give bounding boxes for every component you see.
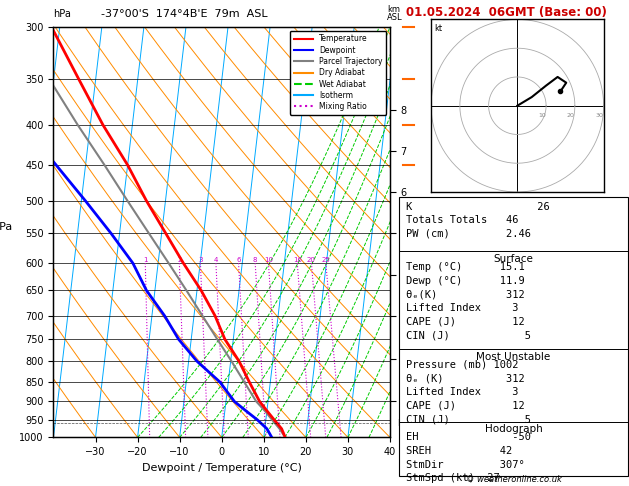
Text: 01.05.2024  06GMT (Base: 00): 01.05.2024 06GMT (Base: 00) — [406, 6, 606, 18]
Text: Surface: Surface — [494, 254, 533, 264]
Text: -37°00'S  174°4B'E  79m  ASL: -37°00'S 174°4B'E 79m ASL — [101, 9, 267, 18]
Text: 3: 3 — [198, 257, 203, 263]
Text: 10: 10 — [264, 257, 273, 263]
Text: K                    26
Totals Totals   46
PW (cm)         2.46: K 26 Totals Totals 46 PW (cm) 2.46 — [406, 202, 550, 239]
Text: kt: kt — [434, 24, 442, 33]
Text: Pressure (mb) 1002
θₑ (K)          312
Lifted Index     3
CAPE (J)         12
CI: Pressure (mb) 1002 θₑ (K) 312 Lifted Ind… — [406, 360, 531, 424]
Text: 10: 10 — [538, 113, 546, 118]
Text: Temp (°C)      15.1
Dewp (°C)      11.9
θₑ(K)           312
Lifted Index     3
C: Temp (°C) 15.1 Dewp (°C) 11.9 θₑ(K) 312 … — [406, 262, 531, 340]
Text: 30: 30 — [596, 113, 603, 118]
Text: Most Unstable: Most Unstable — [476, 351, 551, 362]
Text: 20: 20 — [567, 113, 574, 118]
Text: 6: 6 — [237, 257, 241, 263]
Text: 2: 2 — [177, 257, 182, 263]
Text: 8: 8 — [253, 257, 257, 263]
Text: 25: 25 — [321, 257, 330, 263]
Text: 4: 4 — [214, 257, 218, 263]
Text: 1: 1 — [143, 257, 148, 263]
X-axis label: Dewpoint / Temperature (°C): Dewpoint / Temperature (°C) — [142, 463, 302, 473]
Text: 16: 16 — [292, 257, 302, 263]
Text: © weatheronline.co.uk: © weatheronline.co.uk — [465, 474, 562, 484]
Text: LCL: LCL — [397, 419, 412, 428]
Text: km
ASL: km ASL — [387, 5, 403, 22]
Text: 20: 20 — [307, 257, 316, 263]
Text: Hodograph: Hodograph — [485, 424, 542, 434]
Legend: Temperature, Dewpoint, Parcel Trajectory, Dry Adiabat, Wet Adiabat, Isotherm, Mi: Temperature, Dewpoint, Parcel Trajectory… — [290, 31, 386, 115]
Y-axis label: hPa: hPa — [0, 222, 13, 232]
Text: EH               -50
SREH           42
StmDir         307°
StmSpd (kt)  27: EH -50 SREH 42 StmDir 307° StmSpd (kt) 2… — [406, 433, 531, 483]
Y-axis label: km
ASL: km ASL — [423, 232, 441, 254]
Text: hPa: hPa — [53, 9, 71, 18]
